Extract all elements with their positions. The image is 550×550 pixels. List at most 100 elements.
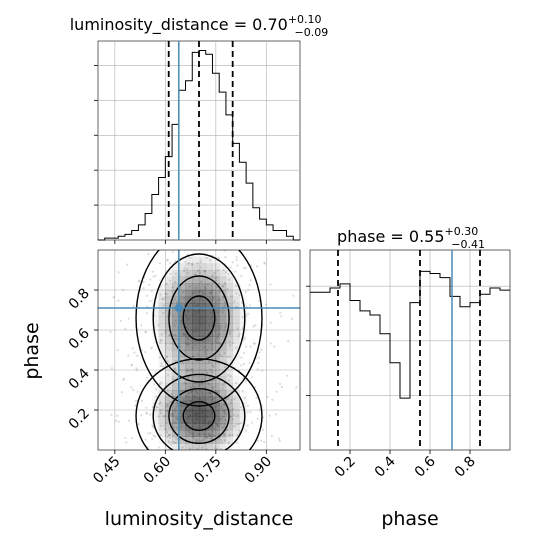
density-cell [219,403,227,411]
sample-point [182,398,185,401]
sample-point [258,299,261,303]
sample-point [256,417,259,420]
density-cell [232,410,240,417]
sample-point [160,333,163,336]
y-tick-label: 0.6 [66,325,93,352]
sample-point [219,353,222,356]
sample-point [194,273,197,276]
sample-point [181,446,184,449]
density-cell [199,383,207,391]
sample-point [207,391,211,394]
density-cell [205,290,213,297]
density-cell [199,416,207,424]
sample-point [230,401,233,404]
density-cell [219,296,227,304]
tick-marks [94,65,267,244]
sample-point [191,370,194,374]
sample-point [166,409,169,412]
sample-point [249,410,252,414]
density-cell [165,436,173,444]
density-cell [205,316,213,324]
density-cell [199,350,207,357]
density-cell [205,276,213,284]
joint-density-panel: 0.45 0.60 0.75 0.90 0.2 0.4 0.6 0.8 luminosity… [21,249,301,530]
sample-point [161,365,164,368]
sample-point [160,339,163,342]
sample-point [184,388,187,391]
title-sup: +0.30 [445,225,479,238]
sample-point [255,396,258,399]
sample-point [127,354,130,357]
sample-point [206,283,209,286]
density-cell [212,416,220,424]
sample-point [248,361,251,364]
sample-point [174,281,177,284]
sample-point [236,414,239,417]
sample-point [220,426,224,429]
sample-point [183,333,186,336]
density-cell [225,403,233,411]
sample-point [240,364,243,367]
y-tick-labels: 0.2 0.4 0.6 0.8 [66,286,98,433]
density-cell [165,423,173,431]
density-cell [178,330,186,337]
sample-point [208,376,212,379]
sample-point [188,430,191,433]
density-cell [212,263,220,271]
sample-point [110,367,114,370]
sample-point [218,333,221,336]
sample-point [255,265,259,268]
density-cell [199,310,207,317]
density-cell [178,410,186,417]
sample-point [221,355,224,358]
sample-point [191,368,194,371]
density-cell [172,330,180,337]
sample-point [221,284,224,287]
contour [168,275,230,361]
density-cell [172,310,180,317]
sample-point [120,390,123,394]
density-cell [225,276,233,284]
x-tick-label: 0.60 [141,454,174,487]
sample-point [244,266,247,270]
sample-point [249,345,252,348]
sample-point [258,408,261,412]
sample-point [145,406,148,409]
density-cell [185,323,193,331]
density-cell [219,390,227,397]
sample-point [179,345,182,348]
density-cell [225,303,233,311]
density-cell [219,303,227,311]
sample-point [155,409,158,412]
sample-point [227,441,230,444]
sample-point [137,422,141,426]
sample-point [212,386,215,389]
density-cell [219,270,227,277]
sample-point [245,345,248,348]
sample-point [228,434,231,437]
density-cell [219,416,227,424]
sample-point [219,418,223,421]
density-cell [239,410,247,417]
sample-point [167,439,170,443]
density-cell [185,310,193,317]
sample-point [277,437,280,440]
sample-point [210,433,213,436]
sample-point [117,299,120,302]
density-cell [199,423,207,431]
density-cell [165,403,173,411]
sample-point [181,389,184,392]
density-cell [178,343,186,351]
sample-point [179,286,182,290]
sample-point [150,290,154,293]
density-cell [239,323,247,331]
sample-point [175,437,178,440]
density-cell [219,310,227,317]
density-cell [232,396,240,404]
sample-point [268,414,271,417]
sample-point [130,386,133,389]
density-cell [199,270,207,277]
density-cell [232,350,240,357]
sample-point [200,382,203,386]
sample-point [220,441,223,444]
